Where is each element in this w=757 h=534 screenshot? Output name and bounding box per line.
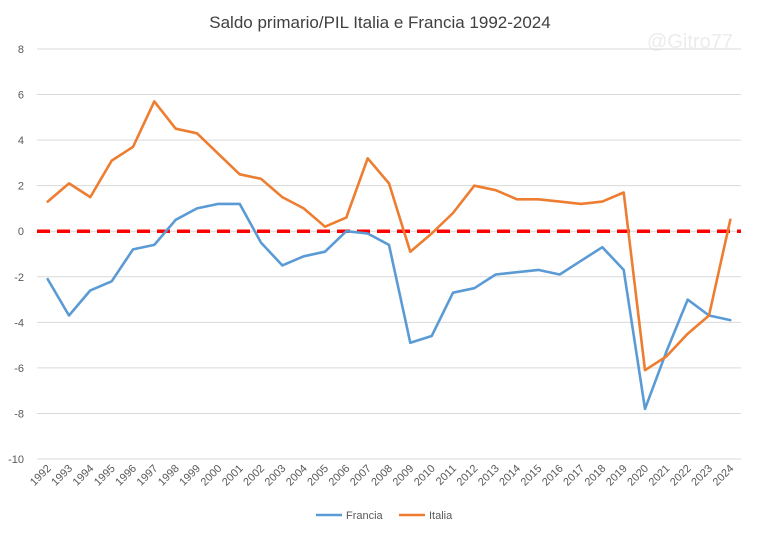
y-tick-label: 2 — [18, 181, 24, 193]
y-tick-label: 8 — [18, 44, 24, 56]
y-tick-label: -2 — [14, 272, 24, 284]
y-axis-ticks: -10 -8 -6 -4 -2 0 2 4 6 8 — [8, 44, 24, 466]
series-line-italia — [46, 100, 732, 372]
y-tick-label: 6 — [18, 90, 24, 102]
chart-title: Saldo primario/PIL Italia e Francia 1992… — [209, 13, 550, 32]
series-line-francia — [46, 202, 732, 411]
y-tick-label: -6 — [14, 363, 24, 375]
series-lines — [46, 100, 732, 411]
legend-label-italia: Italia — [429, 510, 453, 522]
watermark: @Gitro77 — [647, 31, 733, 53]
y-tick-label: 4 — [18, 135, 24, 147]
legend-label-francia: Francia — [346, 510, 384, 522]
y-tick-label: -4 — [14, 317, 24, 329]
y-tick-label: -10 — [8, 454, 24, 466]
y-tick-label: -8 — [14, 408, 24, 420]
y-tick-label: 0 — [18, 226, 24, 238]
legend: Francia Italia — [316, 510, 453, 522]
